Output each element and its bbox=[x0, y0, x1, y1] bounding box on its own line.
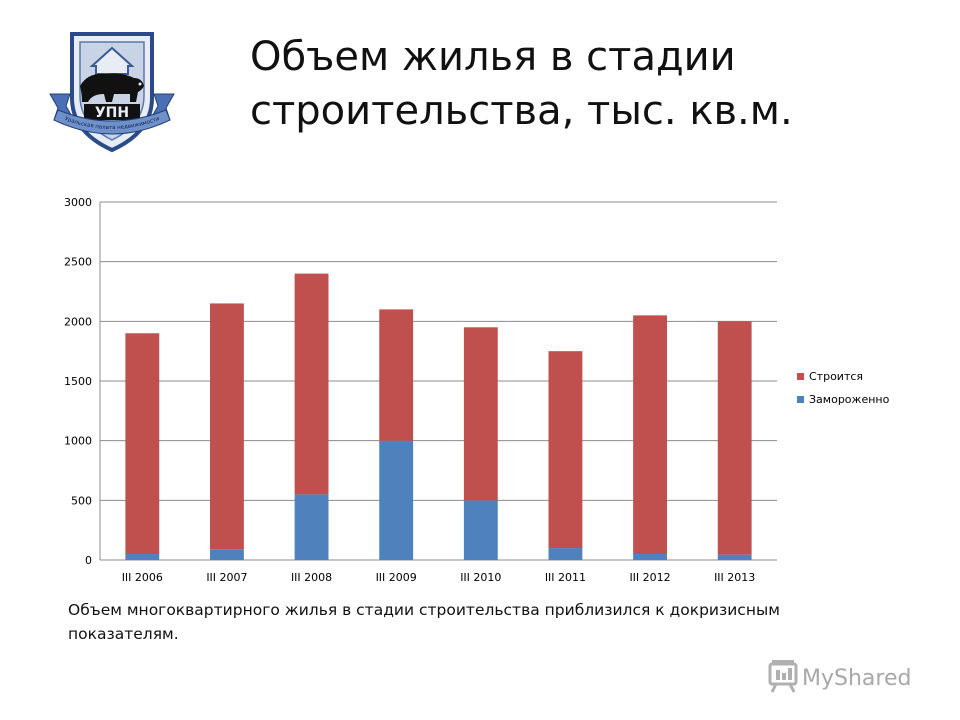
bar-segment bbox=[548, 351, 583, 549]
myshared-watermark: MyShared bbox=[768, 660, 911, 693]
bar-segment bbox=[633, 315, 667, 555]
x-tick-label: III 2009 bbox=[376, 571, 417, 584]
bar-segment bbox=[463, 327, 498, 501]
y-tick-label: 500 bbox=[71, 494, 92, 507]
bar-segment bbox=[210, 549, 244, 560]
presentation-board-icon bbox=[768, 660, 798, 693]
upn-logo: УПН Уральская палата недвижимости bbox=[49, 32, 175, 153]
bar-segment bbox=[717, 554, 752, 560]
y-tick-label: 1000 bbox=[64, 435, 92, 448]
bar-segment bbox=[633, 554, 667, 560]
legend-label: Строится bbox=[809, 370, 863, 383]
bar-segment bbox=[210, 303, 244, 550]
legend-label: Замороженно bbox=[809, 393, 890, 406]
legend-swatch bbox=[797, 396, 804, 403]
y-tick-label: 1500 bbox=[64, 375, 92, 388]
stacked-bar-chart: 0 500 1000 1500 2000 2500 3000 III 2006 III 2007… bbox=[64, 196, 890, 584]
slide-caption: Объем многоквартирного жилья в стадии ст… bbox=[68, 601, 780, 643]
x-tick-label: III 2013 bbox=[714, 571, 755, 584]
bar-segment bbox=[125, 333, 160, 555]
x-tick-label: III 2012 bbox=[629, 571, 670, 584]
x-tick-label: III 2006 bbox=[122, 571, 163, 584]
y-tick-label: 2500 bbox=[64, 256, 92, 269]
bar-segment bbox=[717, 321, 752, 555]
bar-segment bbox=[379, 440, 414, 560]
y-tick-label: 3000 bbox=[64, 196, 92, 209]
x-tick-label: III 2010 bbox=[460, 571, 501, 584]
bar-segment bbox=[125, 554, 160, 560]
logo-text: УПН bbox=[95, 105, 129, 121]
watermark-text: MyShared bbox=[802, 666, 911, 691]
x-tick-label: III 2011 bbox=[545, 571, 586, 584]
bar-segment bbox=[548, 548, 583, 560]
bar-segment bbox=[294, 273, 329, 495]
legend-swatch bbox=[797, 373, 804, 380]
bar-segment bbox=[294, 494, 329, 560]
x-tick-label: III 2008 bbox=[291, 571, 332, 584]
bar-segment bbox=[379, 309, 414, 441]
y-tick-label: 0 bbox=[85, 554, 92, 567]
slide-title: Объем жилья в стадии строительства, тыс.… bbox=[250, 34, 793, 134]
bar-segment bbox=[463, 500, 498, 560]
y-tick-label: 2000 bbox=[64, 315, 92, 328]
x-tick-label: III 2007 bbox=[206, 571, 247, 584]
